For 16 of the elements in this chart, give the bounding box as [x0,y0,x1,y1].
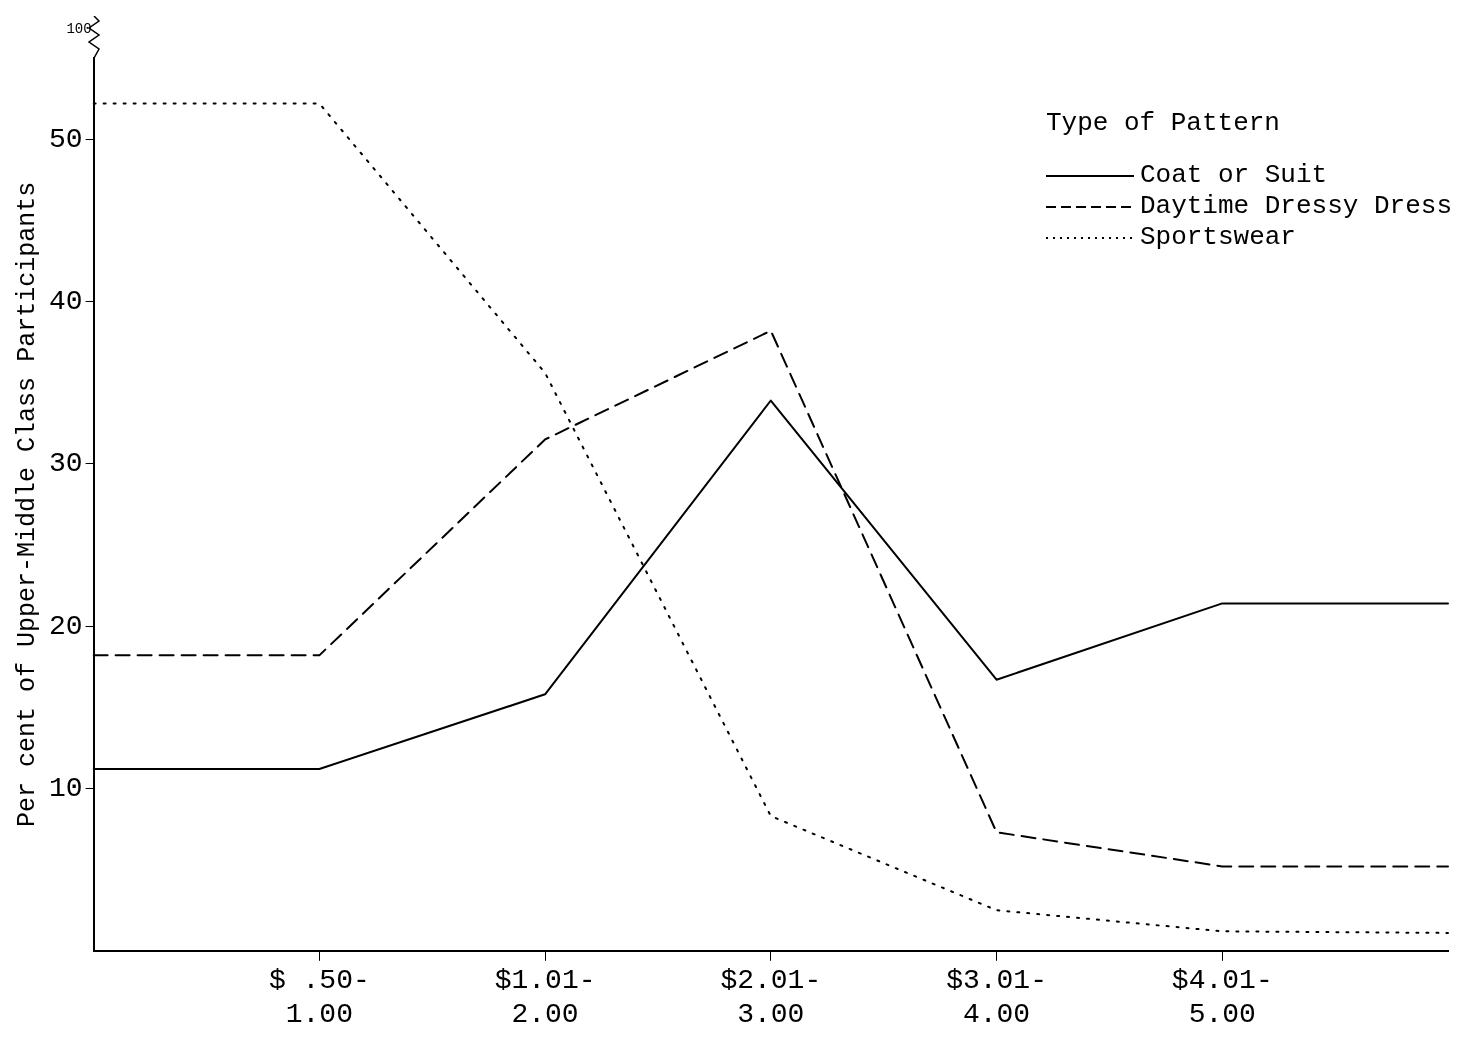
legend-label: Coat or Suit [1139,160,1328,191]
y-tick-label: 20 [49,610,83,642]
legend-label: Daytime Dressy Dress [1139,191,1452,222]
legend-label: Sportswear [1139,222,1296,253]
x-tick-label: $2.01-3.00 [720,965,822,1030]
x-tick-label: $ .50-1.00 [268,965,370,1030]
x-tick-label: $4.01-5.00 [1171,965,1273,1030]
x-tick-label: $1.01-2.00 [494,965,596,1030]
x-tick-label: $3.01-4.00 [946,965,1047,1030]
text: 100 [66,20,92,37]
y-tick-label: 30 [49,448,83,480]
y-tick-label: 10 [49,772,83,804]
y-tick-label: 50 [49,123,83,155]
y-axis-title: Per cent of Upper-Middle Class Participants [12,181,42,827]
y-tick-label: 40 [49,285,83,317]
legend-title: Type of Pattern [1045,108,1281,138]
